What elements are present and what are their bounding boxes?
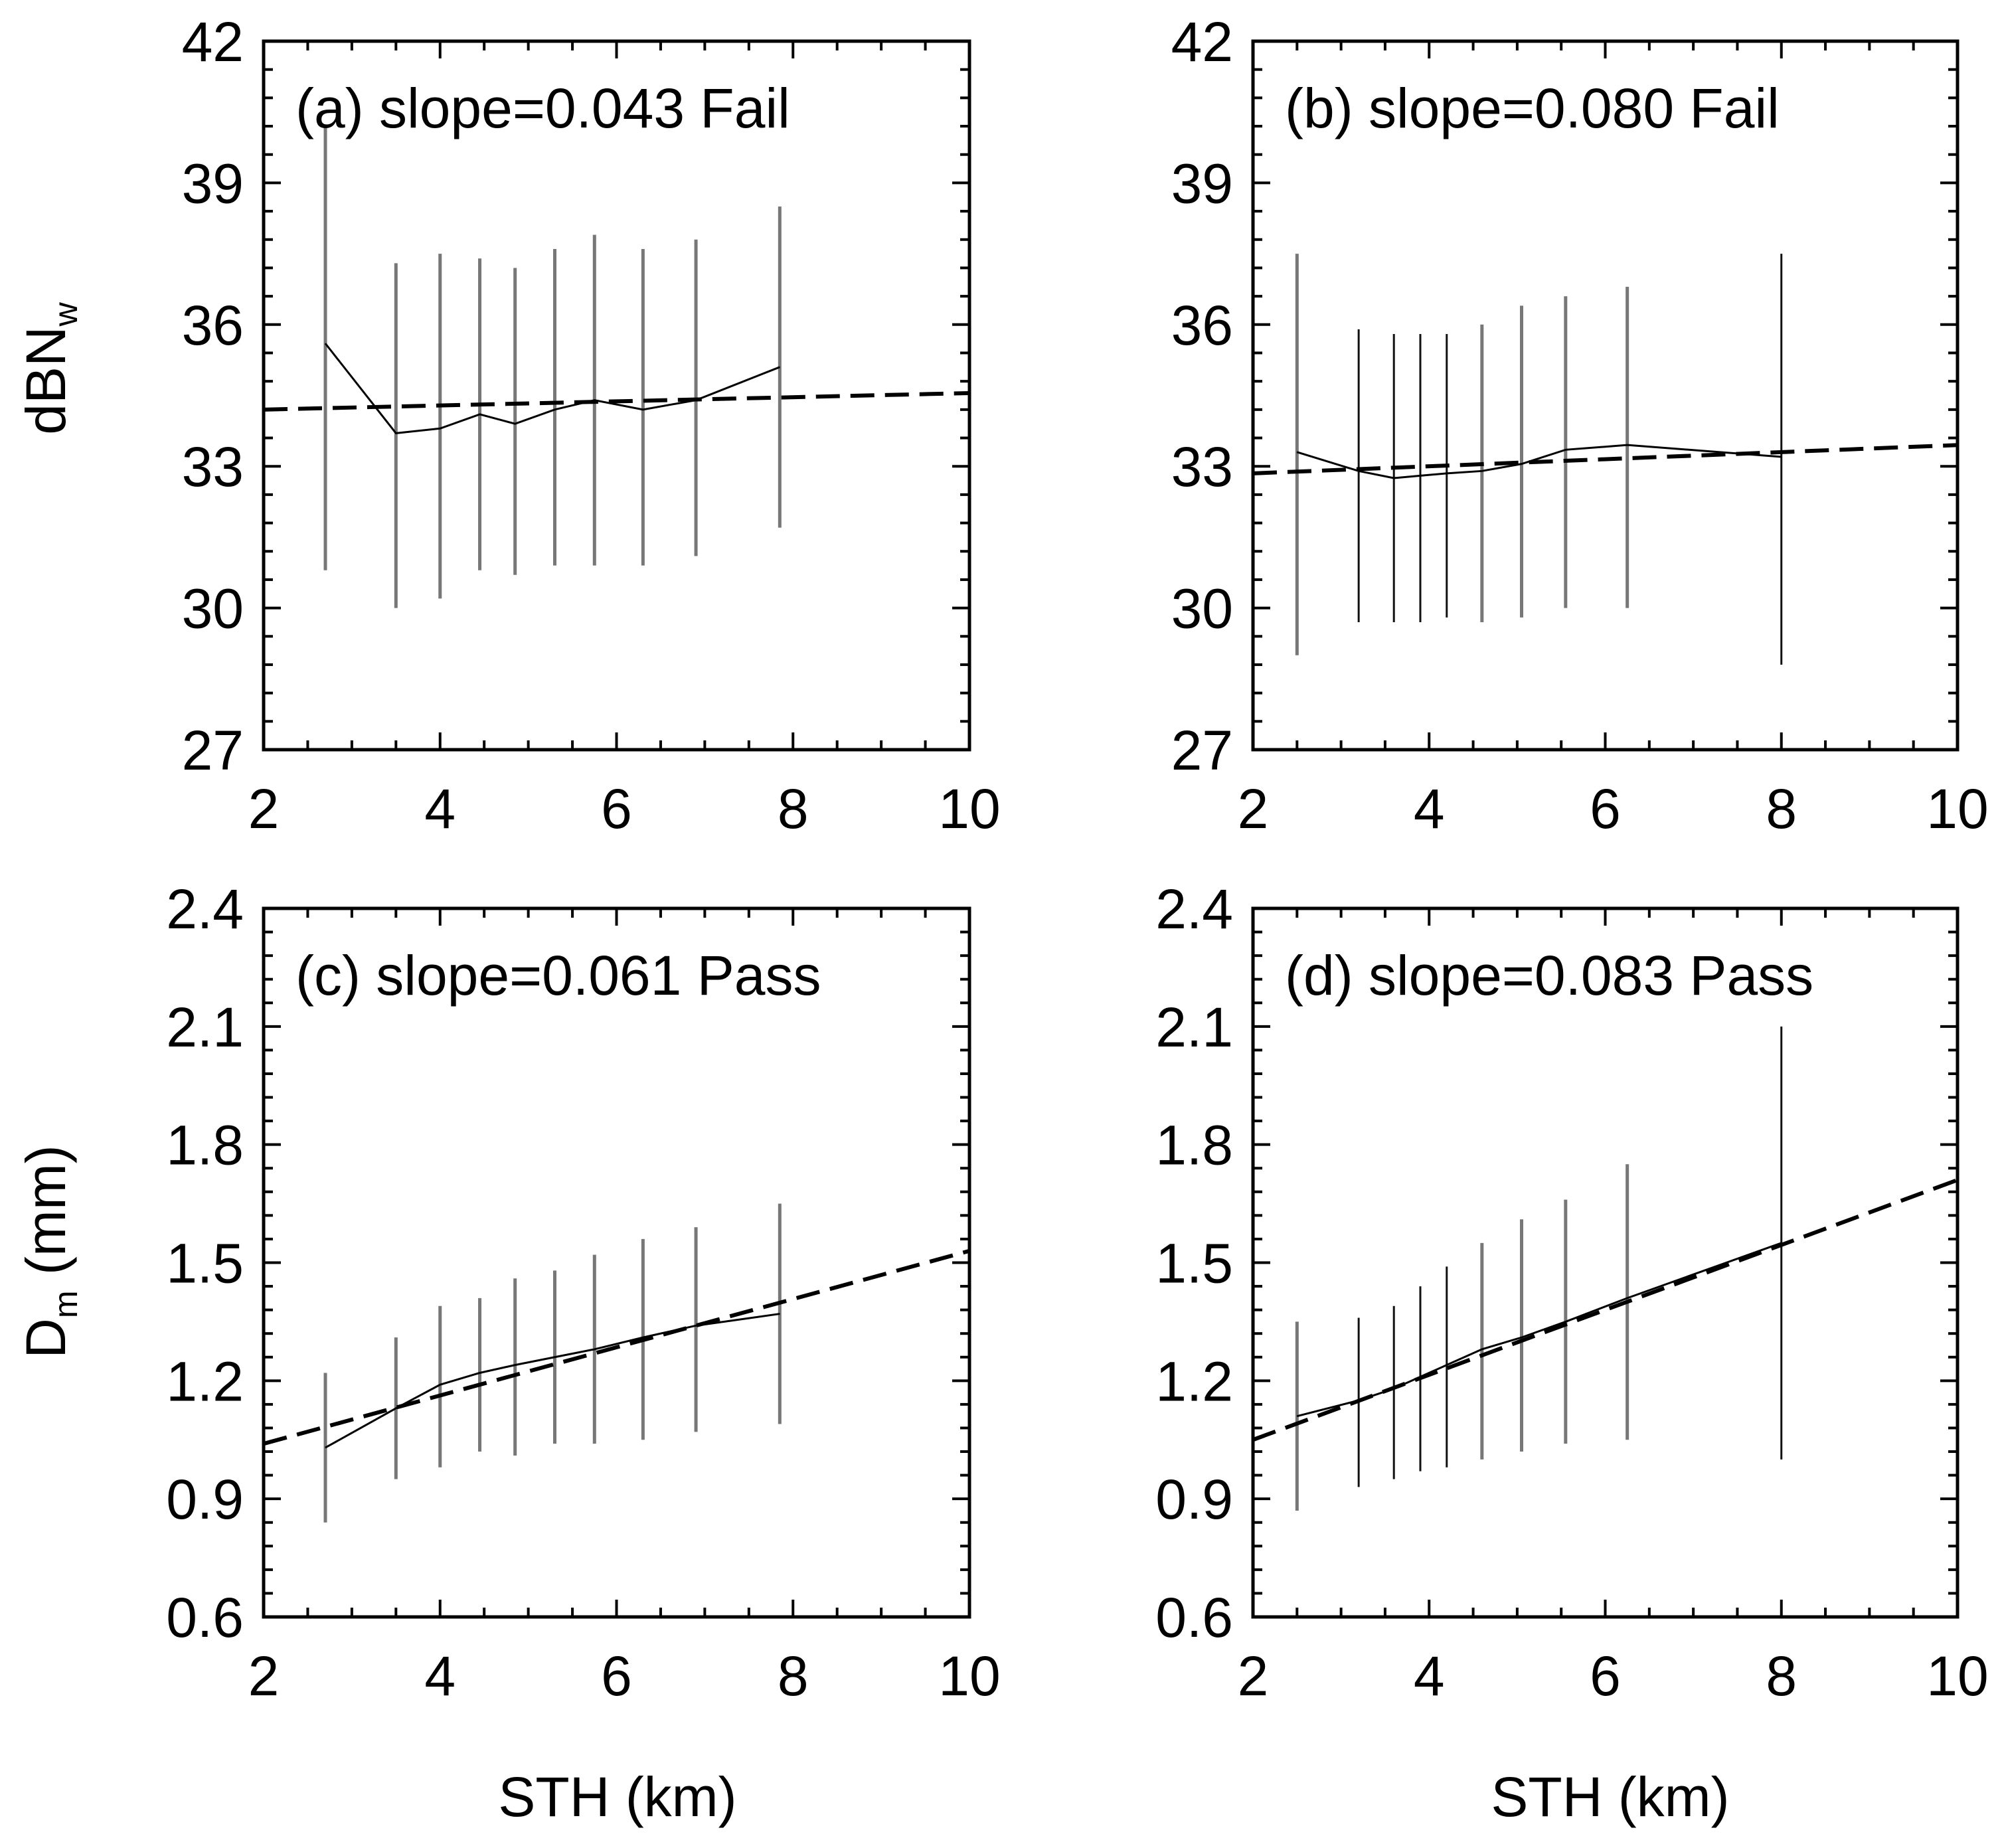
bottom-right-xlabel: STH (km) bbox=[1491, 1766, 1729, 1828]
fit-line bbox=[263, 1248, 970, 1446]
bottom-left-xlabel: STH (km) bbox=[498, 1766, 736, 1828]
y-tick-label: 1.5 bbox=[1155, 1232, 1233, 1295]
y-tick-label: 36 bbox=[182, 294, 244, 357]
bottom-ylabel: Dm (mm) bbox=[15, 1145, 84, 1359]
x-tick-label: 8 bbox=[1766, 1645, 1797, 1707]
y-tick-label: 2.4 bbox=[166, 878, 244, 940]
x-tick-label: 10 bbox=[938, 1645, 1000, 1707]
x-tick-label: 4 bbox=[424, 778, 456, 840]
y-tick-label: 30 bbox=[1171, 578, 1233, 640]
panel-a: 2 4 6 8 10 27 30 33 36 39 42 (a) slope=0.043 Fail bbox=[182, 11, 1001, 840]
mean-point bbox=[1521, 463, 1523, 465]
x-tick-label: 10 bbox=[1926, 1645, 1988, 1707]
y-tick-label: 0.9 bbox=[166, 1468, 244, 1531]
x-tick-label: 2 bbox=[1238, 778, 1269, 840]
panel-b: 2 4 6 8 10 27 30 33 36 39 42 (b) slope=0.080 Fail bbox=[1171, 11, 1989, 840]
x-tick-label: 4 bbox=[424, 1645, 456, 1707]
mean-line bbox=[1296, 444, 1782, 479]
x-tick-label: 2 bbox=[248, 1645, 280, 1707]
mean-point bbox=[695, 1325, 697, 1326]
mean-point bbox=[1565, 1321, 1566, 1322]
y-tick-label: 27 bbox=[1171, 719, 1233, 782]
y-tick-label: 36 bbox=[1171, 294, 1233, 357]
y-tick-label: 42 bbox=[1171, 11, 1233, 73]
fit-line bbox=[1252, 1178, 1959, 1442]
y-tick-label: 1.5 bbox=[166, 1232, 244, 1295]
y-tick-label: 33 bbox=[1171, 436, 1233, 498]
y-tick-label: 42 bbox=[182, 11, 244, 73]
mean-point bbox=[554, 409, 555, 410]
top-ylabel: dBNw bbox=[15, 301, 84, 434]
y-tick-label: 1.8 bbox=[1155, 1114, 1233, 1177]
y-tick-label: 2.4 bbox=[1155, 878, 1233, 940]
panel-c: 2 4 6 8 10 0.6 0.9 1.2 1.5 1.8 2.1 2.4 (c) slope=0.0… bbox=[166, 878, 1001, 1707]
fit-line bbox=[1252, 443, 1958, 475]
x-tick-label: 8 bbox=[778, 1645, 809, 1707]
x-tick-label: 10 bbox=[938, 778, 1000, 840]
y-tick-label: 2.1 bbox=[166, 996, 244, 1058]
x-tick-label: 6 bbox=[1590, 1645, 1621, 1707]
x-tick-label: 4 bbox=[1414, 778, 1445, 840]
x-tick-label: 6 bbox=[601, 1645, 632, 1707]
mean-line bbox=[1296, 1242, 1782, 1418]
x-tick-label: 4 bbox=[1414, 1645, 1445, 1707]
mean-point bbox=[1781, 456, 1782, 458]
y-tick-label: 1.2 bbox=[1155, 1350, 1233, 1412]
y-tick-label: 0.6 bbox=[1155, 1586, 1233, 1649]
x-tick-label: 10 bbox=[1926, 778, 1988, 840]
panel-title: (c) slope=0.061 Pass bbox=[295, 944, 821, 1007]
panel-title: (d) slope=0.083 Pass bbox=[1285, 944, 1813, 1007]
mean-point bbox=[1521, 1337, 1523, 1338]
x-tick-label: 6 bbox=[601, 778, 632, 840]
mean-point bbox=[325, 343, 326, 344]
y-tick-label: 39 bbox=[1171, 152, 1233, 214]
x-tick-label: 8 bbox=[1766, 778, 1797, 840]
x-tick-label: 6 bbox=[1590, 778, 1621, 840]
x-tick-label: 8 bbox=[778, 778, 809, 840]
panel-title: (b) slope=0.080 Fail bbox=[1285, 77, 1780, 139]
y-tick-label: 0.6 bbox=[166, 1586, 244, 1649]
y-tick-label: 1.2 bbox=[166, 1350, 244, 1412]
y-tick-label: 0.9 bbox=[1155, 1468, 1233, 1531]
y-tick-label: 27 bbox=[182, 719, 244, 782]
x-tick-label: 2 bbox=[1238, 1645, 1269, 1707]
panel-title: (a) slope=0.043 Fail bbox=[295, 77, 790, 139]
y-tick-label: 30 bbox=[182, 578, 244, 640]
y-tick-label: 1.8 bbox=[166, 1114, 244, 1177]
panel-d: 2 4 6 8 10 0.6 0.9 1.2 1.5 1.8 2.1 2.4 (d) slope=0.0… bbox=[1155, 878, 1989, 1707]
y-tick-label: 33 bbox=[182, 436, 244, 498]
x-tick-label: 2 bbox=[248, 778, 280, 840]
y-tick-label: 2.1 bbox=[1155, 996, 1233, 1058]
mean-line bbox=[324, 343, 780, 434]
fit-line bbox=[263, 390, 970, 412]
y-tick-label: 39 bbox=[182, 152, 244, 214]
